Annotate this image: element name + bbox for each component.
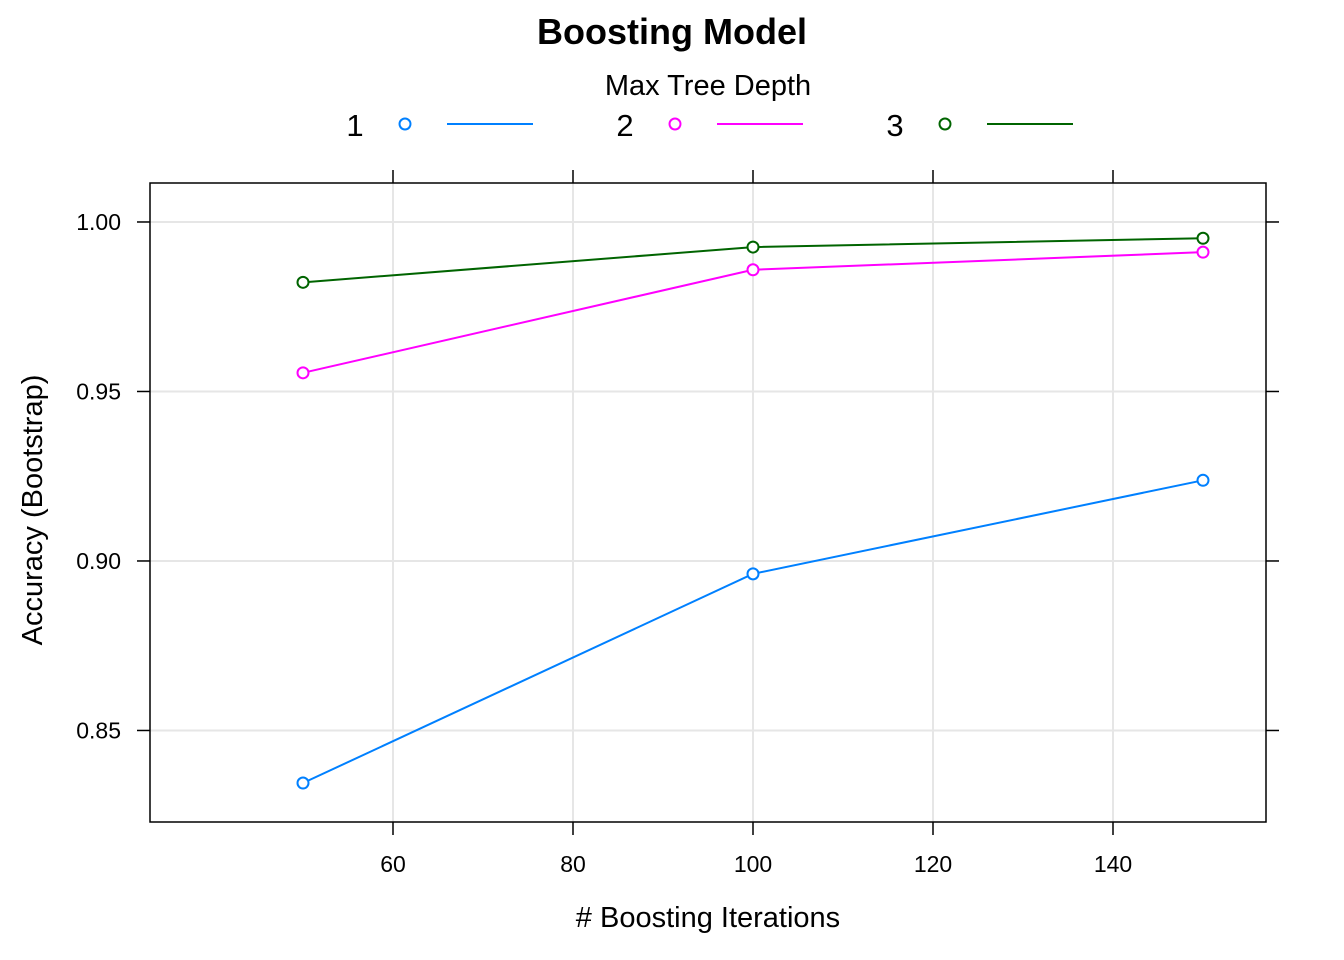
y-tick-label-4: 1.00 [76,209,121,235]
data-point-1-1 [296,776,310,790]
data-point-2-3 [1196,245,1210,259]
axis-ticks [137,170,1279,835]
x-tick-label-1: 60 [380,851,406,877]
data-point-3-1 [296,275,310,289]
plot-frame [149,182,1267,823]
data-point-1-2 [746,567,760,581]
legend-item-2: 2 [616,108,803,143]
x-axis-label: # Boosting Iterations [576,902,840,934]
legend-label-3: 3 [886,108,903,143]
x-tick-label-2: 80 [560,851,586,877]
series-3 [296,231,1210,289]
legend-item-1: 1 [346,108,533,143]
gridlines [150,183,1266,822]
y-tick-label-2: 0.90 [76,548,121,574]
legend: 1 2 3 [346,108,1073,143]
x-tick-label-4: 120 [914,851,952,877]
series-layer [296,231,1210,790]
legend-marker-1 [398,117,412,131]
x-tick-label-3: 100 [734,851,772,877]
data-point-3-3 [1196,231,1210,245]
chart-title: Boosting Model [537,11,807,52]
y-tick-label-3: 0.95 [76,378,121,404]
y-axis-label: Accuracy (Bootstrap) [17,375,49,646]
series-1 [296,473,1210,790]
data-point-3-2 [746,240,760,254]
data-point-1-3 [1196,473,1210,487]
legend-label-2: 2 [616,108,633,143]
legend-item-3: 3 [886,108,1073,143]
legend-label-1: 1 [346,108,363,143]
y-tick-label-1: 0.85 [76,717,121,743]
data-point-2-2 [746,263,760,277]
data-point-2-1 [296,366,310,380]
legend-marker-2 [668,117,682,131]
x-tick-label-5: 140 [1094,851,1132,877]
legend-title: Max Tree Depth [605,70,811,102]
tick-labels: 60 80 100 120 140 0.85 0.90 0.95 1.00 [76,209,1132,877]
series-2 [296,245,1210,380]
legend-marker-3 [938,117,952,131]
